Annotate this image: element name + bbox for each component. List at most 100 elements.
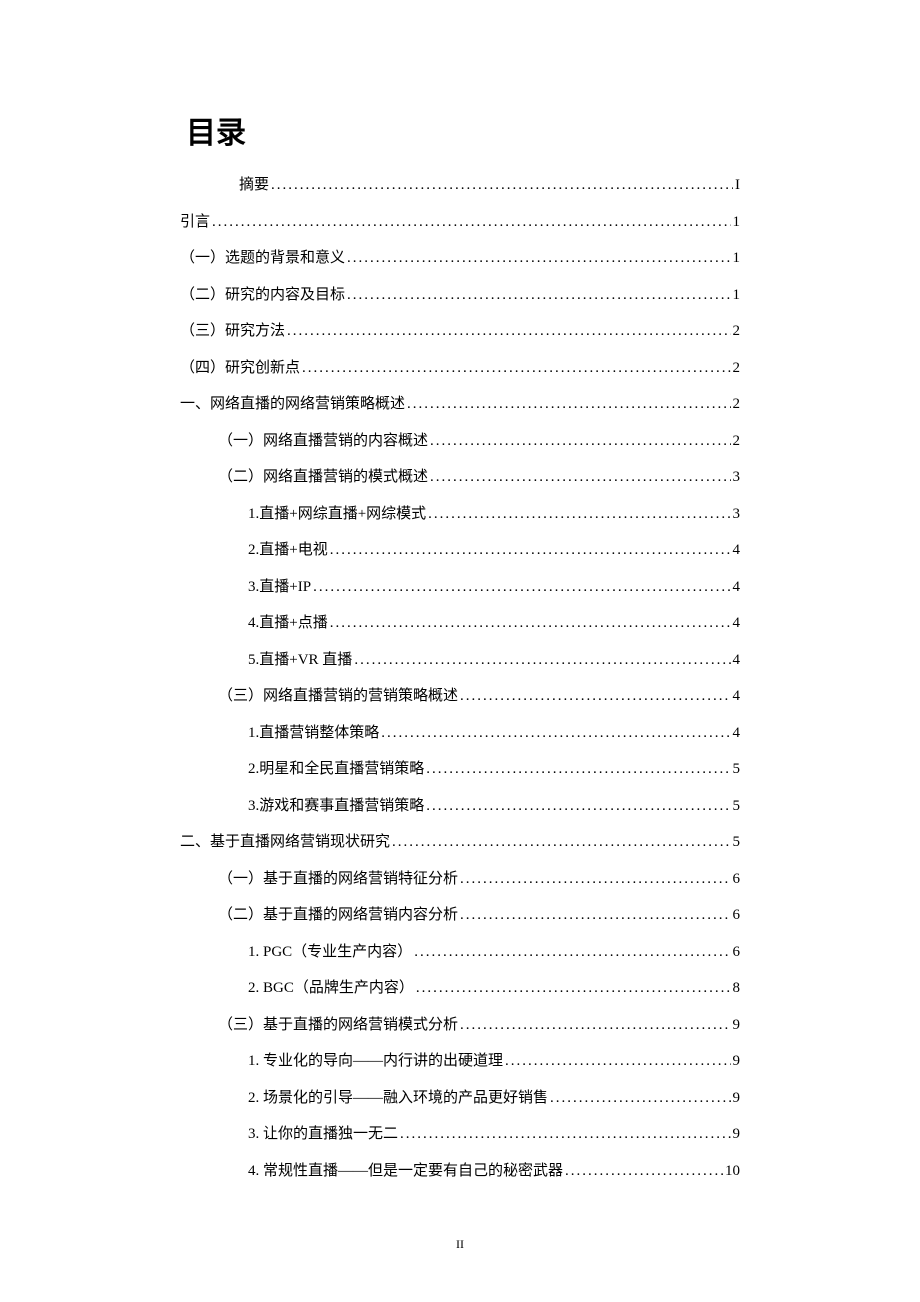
toc-entry-page: 2 xyxy=(733,434,741,449)
toc-leader-dots xyxy=(313,580,730,595)
toc-entry-label: 2.直播+电视 xyxy=(248,543,328,558)
toc-entry: 2. BGC（品牌生产内容） 8 xyxy=(180,981,740,996)
toc-entry-page: 4 xyxy=(733,689,741,704)
toc-entry-label: 1.直播+网综直播+网综模式 xyxy=(248,507,426,522)
toc-entry: 4.直播+点播4 xyxy=(180,616,740,631)
toc-entry-label: 二、基于直播网络营销现状研究 xyxy=(180,835,390,850)
toc-entry-page: 5 xyxy=(733,799,741,814)
toc-leader-dots xyxy=(460,689,730,704)
toc-leader-dots xyxy=(347,288,730,303)
toc-entry-page: 4 xyxy=(733,543,741,558)
toc-leader-dots xyxy=(392,835,730,850)
toc-entry-page: 4 xyxy=(733,653,741,668)
toc-entry-page: 1 xyxy=(733,251,741,266)
toc-entry-page: 9 xyxy=(733,1018,741,1033)
toc-entry-label: 引言 xyxy=(180,215,210,230)
toc-entry-label: 3.游戏和赛事直播营销策略 xyxy=(248,799,424,814)
toc-entry-page: 5 xyxy=(733,762,741,777)
toc-entry-page: 2 xyxy=(733,361,741,376)
toc-entry-page: 9 xyxy=(733,1127,741,1142)
toc-leader-dots xyxy=(565,1164,723,1179)
toc-entry-page: 6 xyxy=(733,872,741,887)
toc-entry: 3.直播+IP 4 xyxy=(180,580,740,595)
toc-entry-label: （二）研究的内容及目标 xyxy=(180,288,345,303)
toc-leader-dots xyxy=(430,470,730,485)
toc-entry-label: （四）研究创新点 xyxy=(180,361,300,376)
toc-entry-label: （一）网络直播营销的内容概述 xyxy=(218,434,428,449)
toc-entry-label: 摘要 xyxy=(239,178,269,193)
toc-entry: 5.直播+VR 直播4 xyxy=(180,653,740,668)
toc-entry-label: （二）网络直播营销的模式概述 xyxy=(218,470,428,485)
toc-entry-page: 9 xyxy=(733,1054,741,1069)
toc-entry-page: 5 xyxy=(733,835,741,850)
toc-entry: 1.直播+网综直播+网综模式 3 xyxy=(180,507,740,522)
toc-entry-label: （三）网络直播营销的营销策略概述 xyxy=(218,689,458,704)
toc-entry-page: 1 xyxy=(733,215,741,230)
toc-entry-label: （二）基于直播的网络营销内容分析 xyxy=(218,908,458,923)
toc-entry: （一）选题的背景和意义 1 xyxy=(180,251,740,266)
toc-entry-label: （一）选题的背景和意义 xyxy=(180,251,345,266)
toc-entry-page: 4 xyxy=(733,726,741,741)
toc-entry-label: 1. PGC（专业生产内容） xyxy=(248,945,412,960)
toc-entry: 2.明星和全民直播营销策略 5 xyxy=(180,762,740,777)
toc-leader-dots xyxy=(347,251,730,266)
toc-entry-page: 3 xyxy=(733,470,741,485)
toc-entry: 1. PGC（专业生产内容） 6 xyxy=(180,945,740,960)
toc-leader-dots xyxy=(330,616,731,631)
toc-leader-dots xyxy=(414,945,730,960)
toc-entry: （一）网络直播营销的内容概述 2 xyxy=(180,434,740,449)
toc-leader-dots xyxy=(302,361,730,376)
toc-leader-dots xyxy=(287,324,730,339)
toc-entry-label: 2. BGC（品牌生产内容） xyxy=(248,981,414,996)
toc-entry-page: 1 xyxy=(733,288,741,303)
toc-entry-page: 2 xyxy=(733,397,741,412)
toc-entry-page: 9 xyxy=(733,1091,741,1106)
toc-entry: （三）网络直播营销的营销策略概述 4 xyxy=(180,689,740,704)
toc-entry: （二）基于直播的网络营销内容分析 6 xyxy=(180,908,740,923)
toc-leader-dots xyxy=(271,178,733,193)
toc-leader-dots xyxy=(460,1018,730,1033)
toc-leader-dots xyxy=(505,1054,730,1069)
toc-entry: 1. 专业化的导向——内行讲的出硬道理 9 xyxy=(180,1054,740,1069)
toc-entry: 摘要 I xyxy=(180,178,740,193)
toc-entry-page: 2 xyxy=(733,324,741,339)
toc-leader-dots xyxy=(428,507,730,522)
toc-entry: 二、基于直播网络营销现状研究 5 xyxy=(180,835,740,850)
toc-entry: （三）基于直播的网络营销模式分析 9 xyxy=(180,1018,740,1033)
toc-leader-dots xyxy=(407,397,730,412)
toc-entry: （四）研究创新点 2 xyxy=(180,361,740,376)
toc-leader-dots xyxy=(426,762,730,777)
toc-entry-label: 1.直播营销整体策略 xyxy=(248,726,379,741)
toc-entry-label: 2.明星和全民直播营销策略 xyxy=(248,762,424,777)
toc-entry-label: （三）基于直播的网络营销模式分析 xyxy=(218,1018,458,1033)
toc-entry-page: 4 xyxy=(733,580,741,595)
toc-container: 摘要I引言1（一）选题的背景和意义1（二）研究的内容及目标1（三）研究方法2（四… xyxy=(180,178,740,1179)
page-number: II xyxy=(0,1237,920,1252)
toc-entry: （二）研究的内容及目标 1 xyxy=(180,288,740,303)
toc-entry-page: 6 xyxy=(733,945,741,960)
toc-entry-label: 一、网络直播的网络营销策略概述 xyxy=(180,397,405,412)
toc-entry-label: （三）研究方法 xyxy=(180,324,285,339)
toc-entry-label: （一）基于直播的网络营销特征分析 xyxy=(218,872,458,887)
toc-leader-dots xyxy=(426,799,730,814)
toc-entry-page: I xyxy=(735,178,740,193)
toc-entry: 1.直播营销整体策略 4 xyxy=(180,726,740,741)
toc-leader-dots xyxy=(400,1127,730,1142)
toc-leader-dots xyxy=(460,908,730,923)
toc-entry: 3. 让你的直播独一无二9 xyxy=(180,1127,740,1142)
toc-entry-page: 4 xyxy=(733,616,741,631)
toc-entry-label: 1. 专业化的导向——内行讲的出硬道理 xyxy=(248,1054,503,1069)
toc-entry-page: 6 xyxy=(733,908,741,923)
toc-entry-label: 3.直播+IP xyxy=(248,580,311,595)
toc-entry: 一、网络直播的网络营销策略概述 2 xyxy=(180,397,740,412)
toc-entry: （一）基于直播的网络营销特征分析 6 xyxy=(180,872,740,887)
toc-leader-dots xyxy=(212,215,730,230)
toc-heading: 目录 xyxy=(186,108,740,152)
toc-entry: 2. 场景化的引导——融入环境的产品更好销售 9 xyxy=(180,1091,740,1106)
toc-entry-label: 4. 常规性直播——但是一定要有自己的秘密武器 xyxy=(248,1164,563,1179)
toc-entry: 3.游戏和赛事直播营销策略 5 xyxy=(180,799,740,814)
toc-leader-dots xyxy=(460,872,730,887)
toc-entry-label: 2. 场景化的引导——融入环境的产品更好销售 xyxy=(248,1091,548,1106)
toc-entry-page: 3 xyxy=(733,507,741,522)
toc-entry-page: 8 xyxy=(733,981,741,996)
